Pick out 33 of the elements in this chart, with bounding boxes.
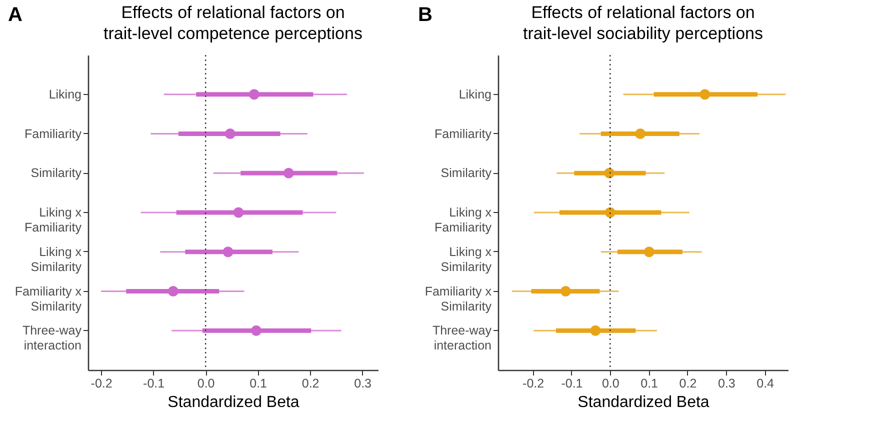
y-tick-label: Liking x Familiarity — [434, 206, 492, 234]
chart-title: Effects of relational factors on trait-level sociability perceptions — [523, 3, 763, 43]
x-tick-label: 0.3 — [354, 376, 372, 390]
x-tick-label: 0.1 — [250, 376, 268, 390]
x-tick-label: 0.2 — [302, 376, 320, 390]
y-tick-label: Similarity — [30, 166, 82, 180]
x-tick-label: 0.2 — [679, 376, 697, 390]
y-tick-label: Liking x Similarity — [440, 244, 492, 274]
x-tick-label: 0.1 — [640, 376, 658, 390]
x-tick-label: 0.0 — [602, 376, 620, 390]
x-tick-label: 0.4 — [756, 376, 774, 390]
x-tick-label: 0.0 — [197, 376, 215, 390]
x-tick-label: -0.2 — [522, 376, 544, 390]
text: A — [8, 4, 22, 26]
x-tick-label: -0.2 — [90, 376, 112, 390]
y-tick-label: Liking x Familiarity — [24, 206, 82, 234]
y-tick-label: Familiarity x Similarity — [14, 284, 82, 314]
y-tick-label: Familiarity — [24, 126, 82, 141]
chart-title: Effects of relational factors on trait-level competence perceptions — [104, 3, 362, 43]
y-tick-label: Three-way interaction — [22, 324, 82, 353]
y-tick-label: Liking x Similarity — [30, 244, 82, 274]
x-tick-label: 0.3 — [718, 376, 736, 390]
y-tick-label: Liking — [48, 87, 82, 102]
text: B — [418, 4, 432, 26]
x-tick-label: -0.1 — [143, 376, 165, 390]
x-tick-label: -0.1 — [561, 376, 583, 390]
y-tick-label: Familiarity x Similarity — [424, 284, 492, 314]
y-tick-label: Similarity — [440, 166, 492, 180]
y-tick-label: Familiarity — [434, 126, 492, 141]
x-axis-title: Standardized Beta — [168, 394, 300, 411]
x-axis-title: Standardized Beta — [578, 394, 710, 411]
y-tick-label: Three-way interaction — [432, 324, 492, 353]
y-tick-label: Liking — [458, 87, 492, 102]
